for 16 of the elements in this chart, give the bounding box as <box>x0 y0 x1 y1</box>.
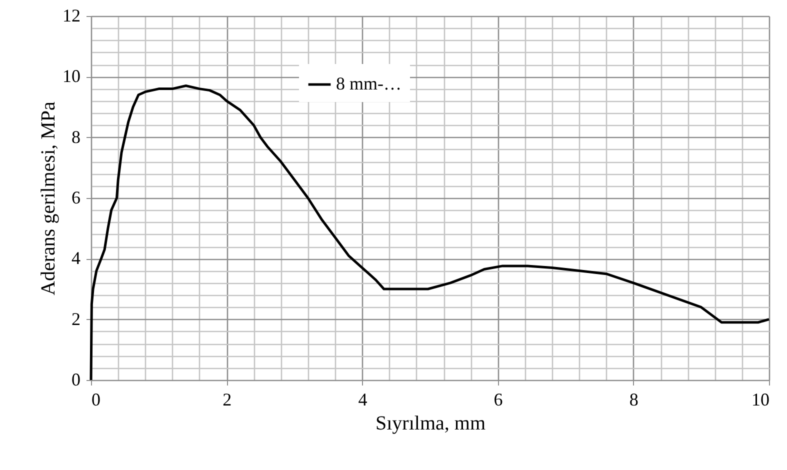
x-axis-title: Sıyrılma, mm <box>376 412 486 434</box>
x-tick-label: 10 <box>752 390 770 410</box>
y-tick-label: 12 <box>62 6 80 26</box>
y-tick-label: 8 <box>72 126 80 147</box>
x-tick-label: 2 <box>222 390 232 410</box>
y-tick-label: 10 <box>62 66 80 86</box>
legend-label: 8 mm-… <box>336 74 402 94</box>
y-tick-label: 0 <box>72 370 80 390</box>
x-tick-label: 0 <box>92 390 100 410</box>
y-tick-label: 4 <box>72 248 80 268</box>
y-axis-title: Aderans gerilmesi, MPa <box>38 101 60 296</box>
y-tick-label: 2 <box>72 308 80 329</box>
x-tick-label: 4 <box>358 390 368 410</box>
x-tick-label: 8 <box>629 390 638 410</box>
x-tick-label: 6 <box>494 390 503 410</box>
y-tick-label: 6 <box>72 188 80 208</box>
